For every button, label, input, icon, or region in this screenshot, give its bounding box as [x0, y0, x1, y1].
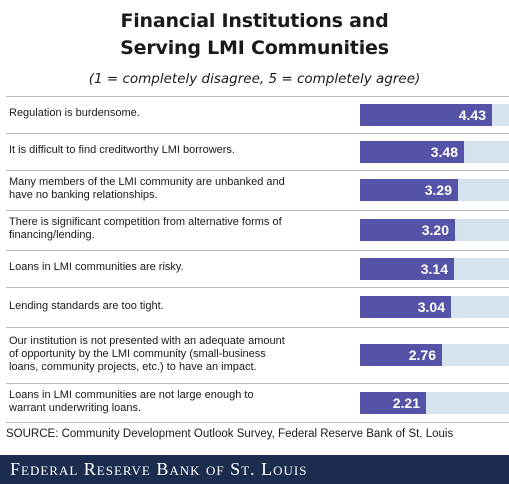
bar — [360, 344, 442, 366]
footer-logo-text: Federal Reserve Bank of St. Louis — [10, 459, 308, 479]
category-label: Loans in LMI communities are risky. — [9, 261, 354, 274]
bar — [360, 219, 455, 241]
data-label: 2.21 — [392, 395, 420, 411]
category-label: It is difficult to find creditworthy LMI… — [9, 144, 354, 157]
category-label: Regulation is burdensome. — [9, 107, 354, 120]
category-label-line: There is significant competition from al… — [9, 216, 282, 228]
category-label-line: financing/lending. — [9, 229, 95, 241]
chart-subtitle: (1 = completely disagree, 5 = completely… — [88, 71, 421, 87]
row-divider — [6, 287, 509, 288]
data-label: 3.20 — [421, 222, 449, 238]
data-label: 3.14 — [420, 261, 448, 277]
category-label: Lending standards are too tight. — [9, 300, 354, 313]
chart-title-line-1: Financial Institutions and — [120, 10, 389, 32]
data-label: 2.76 — [408, 347, 436, 363]
category-label-line: warrant underwriting loans. — [9, 402, 142, 414]
category-label: There is significant competition from al… — [9, 216, 354, 242]
row-divider — [6, 250, 509, 251]
row-divider — [6, 133, 509, 134]
category-label-line: Loans in LMI communities are not large e… — [9, 389, 254, 401]
category-label: Many members of the LMI community are un… — [9, 176, 354, 202]
row-divider — [6, 327, 509, 328]
category-label-line: It is difficult to find creditworthy LMI… — [9, 144, 235, 156]
bar — [360, 104, 492, 126]
chart-title: Financial Institutions and Serving LMI C… — [0, 8, 509, 62]
category-label: Loans in LMI communities are not large e… — [9, 389, 354, 415]
row-divider — [6, 170, 509, 171]
footer-banner: Federal Reserve Bank of St. Louis — [0, 455, 509, 484]
bar — [360, 392, 426, 414]
row-divider — [6, 383, 509, 384]
data-label: 3.29 — [424, 182, 452, 198]
row-divider — [6, 96, 509, 97]
chart-title-line-2: Serving LMI Communities — [120, 37, 389, 59]
category-label-line: Loans in LMI communities are risky. — [9, 261, 184, 273]
bar — [360, 296, 451, 318]
row-divider — [6, 210, 509, 211]
category-label: Our institution is not presented with an… — [9, 335, 354, 374]
category-label-line: Our institution is not presented with an… — [9, 335, 285, 347]
bar — [360, 141, 464, 163]
category-label-line: loans, community projects, etc.) to have… — [9, 361, 257, 373]
category-label-line: Many members of the LMI community are un… — [9, 176, 285, 188]
bar — [360, 179, 458, 201]
category-label-line: of opportunity by the LMI community (sma… — [9, 348, 266, 360]
row-divider — [6, 422, 509, 423]
category-label-line: have no banking relationships. — [9, 189, 158, 201]
data-label: 4.43 — [458, 107, 486, 123]
source-note: SOURCE: Community Development Outlook Su… — [6, 428, 454, 440]
data-label: 3.48 — [430, 144, 458, 160]
category-label-line: Lending standards are too tight. — [9, 300, 164, 312]
category-label-line: Regulation is burdensome. — [9, 107, 140, 119]
bar — [360, 258, 454, 280]
data-label: 3.04 — [417, 299, 445, 315]
